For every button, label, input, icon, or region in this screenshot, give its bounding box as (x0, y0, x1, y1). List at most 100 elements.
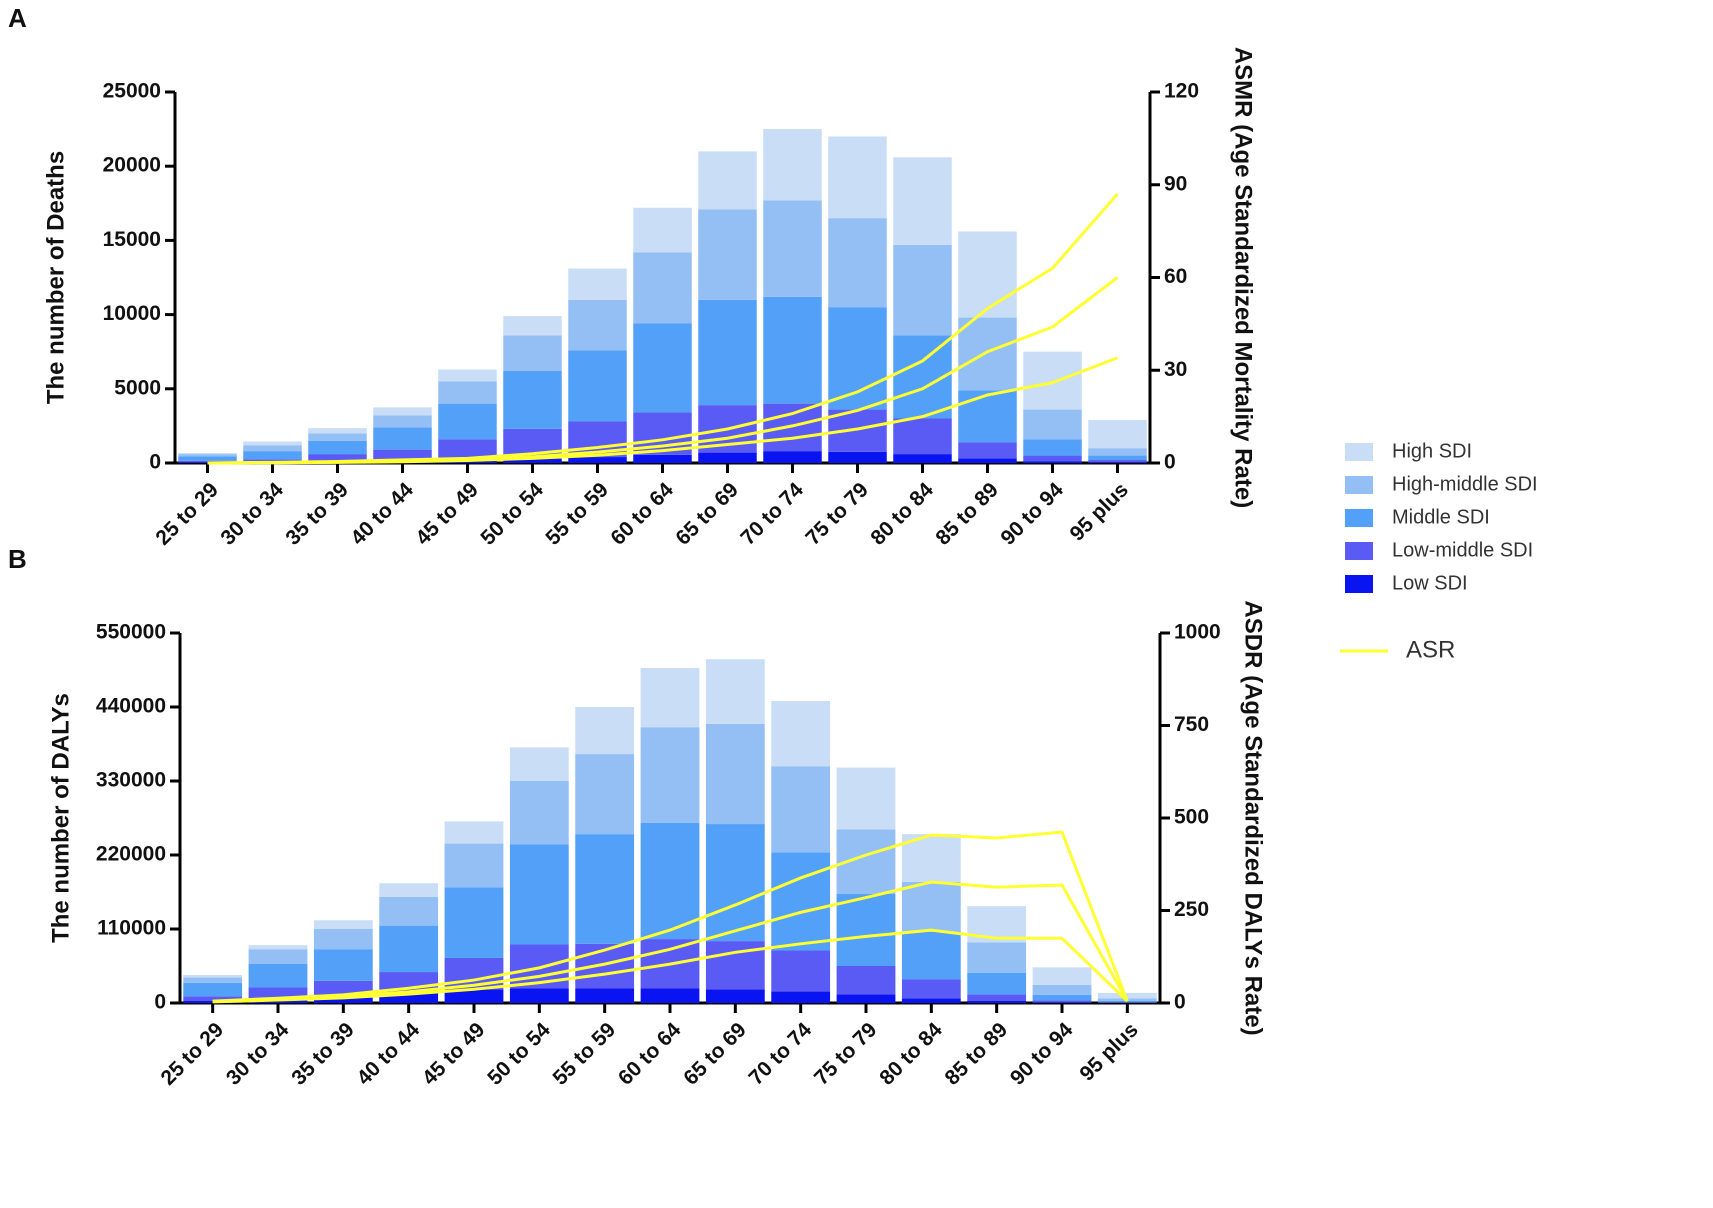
bar-segment (243, 441, 302, 445)
x-tick-label: 25 to 29 (151, 478, 223, 550)
bar-segment (575, 707, 634, 754)
x-tick-label: 25 to 29 (157, 1018, 229, 1090)
x-tick-label: 85 to 89 (941, 1018, 1013, 1090)
bar-segment (771, 951, 830, 992)
bar-segment (893, 454, 952, 463)
bar-segment (828, 307, 887, 409)
bar-segment (575, 754, 634, 834)
bar-segment (958, 442, 1017, 458)
y2-tick-label: 750 (1174, 713, 1209, 736)
bar-segment (706, 990, 765, 1003)
bar-segment (178, 456, 237, 460)
x-tick-label: 30 to 34 (216, 478, 288, 550)
bar-segment (1088, 420, 1147, 448)
bar-segment (706, 724, 765, 824)
bar-segment (510, 988, 569, 1003)
bar-segment (698, 453, 757, 463)
bar-segment (243, 445, 302, 451)
legend-swatch (1345, 542, 1373, 560)
bar-segment (967, 942, 1026, 972)
legend-label: High SDI (1392, 440, 1472, 462)
legend-swatch (1345, 509, 1373, 527)
x-tick-label: 55 to 59 (549, 1018, 621, 1090)
y-tick-label: 0 (149, 451, 161, 474)
bar-segment (510, 747, 569, 781)
y-tick-label: 10000 (103, 302, 161, 325)
bar-segment (633, 208, 692, 253)
bar-segment (837, 994, 896, 1003)
bar-segment (308, 433, 367, 440)
bar-segment (763, 297, 822, 404)
bar-segment (379, 883, 438, 896)
x-tick-label: 85 to 89 (931, 478, 1003, 550)
x-tick-label: 70 to 74 (736, 478, 808, 550)
bar-segment (510, 844, 569, 944)
y2-tick-label: 60 (1164, 265, 1187, 288)
bar-segment (837, 966, 896, 994)
y-axis-label: The number of Deaths (42, 151, 69, 404)
panel-label: B (8, 544, 27, 574)
bar-segment (438, 381, 497, 403)
legend-label: Low-middle SDI (1392, 539, 1533, 561)
y2-tick-label: 0 (1164, 451, 1176, 474)
bar-segment (1033, 967, 1092, 984)
bar-segment (1033, 995, 1092, 1000)
x-tick-label: 40 to 44 (353, 1018, 425, 1090)
bar-segment (1023, 410, 1082, 440)
x-tick-label: 90 to 94 (996, 478, 1068, 550)
bar-segment (902, 882, 961, 932)
bar-segment (373, 427, 432, 449)
bar-segment (183, 975, 242, 977)
bar-segment (1088, 456, 1147, 460)
bar-segment (314, 929, 373, 949)
bar-segment (902, 998, 961, 1003)
bar-segment (249, 945, 308, 949)
panel-label: A (8, 3, 27, 33)
bar-segment (308, 441, 367, 454)
bar-segment (249, 964, 308, 988)
y-axis-label: The number of DALYs (47, 693, 74, 943)
y2-tick-label: 30 (1164, 358, 1187, 381)
bar-segment (445, 844, 504, 888)
bar-segment (967, 994, 1026, 1001)
bar-segment (958, 318, 1017, 391)
legend-swatch (1345, 575, 1373, 593)
x-tick-label: 55 to 59 (541, 478, 613, 550)
bar-segment (1088, 460, 1147, 462)
x-tick-label: 45 to 49 (411, 478, 483, 550)
bar-segment (379, 897, 438, 926)
y2-axis-label: ASDR (Age Standardized DALYs Rate) (1240, 600, 1267, 1035)
bar-segment (771, 852, 830, 950)
bar-segment (763, 129, 822, 200)
bar-segment (445, 821, 504, 843)
bar-segment (178, 453, 237, 454)
bar-segment (633, 252, 692, 323)
bar-segment (641, 988, 700, 1003)
bar-segment (314, 920, 373, 929)
y2-axis-label: ASMR (Age Standardized Mortality Rate) (1230, 47, 1257, 508)
y-tick-label: 220000 (96, 843, 166, 866)
y2-tick-label: 500 (1174, 806, 1209, 829)
x-tick-label: 95 plus (1066, 478, 1133, 545)
bar-segment (183, 977, 242, 982)
legend-swatch (1345, 443, 1373, 461)
y2-tick-label: 0 (1174, 991, 1186, 1014)
bar-segment (503, 316, 562, 335)
bar-segment (828, 137, 887, 219)
bar-segment (373, 416, 432, 428)
y-tick-label: 330000 (96, 769, 166, 792)
bar-segment (1033, 985, 1092, 995)
bar-segment (641, 668, 700, 727)
bar-segment (828, 452, 887, 463)
bar-segment (503, 335, 562, 371)
bar-segment (568, 269, 627, 300)
bar-segment (763, 451, 822, 463)
bar-segment (373, 407, 432, 415)
bar-segment (314, 949, 373, 981)
bar-segment (183, 983, 242, 996)
bar-segment (698, 151, 757, 209)
x-tick-label: 80 to 84 (866, 478, 938, 550)
bar-segment (698, 300, 757, 405)
bar-segment (575, 834, 634, 944)
x-tick-label: 65 to 69 (671, 478, 743, 550)
